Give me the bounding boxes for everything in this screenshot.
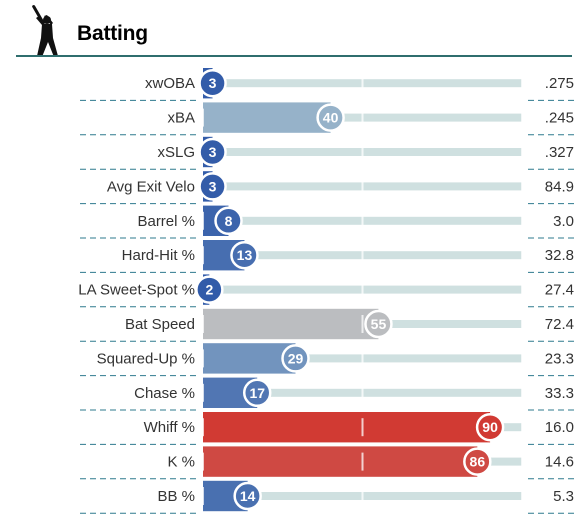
- percentile-bar: [203, 412, 491, 443]
- stat-value: 33.3: [545, 385, 574, 402]
- percentile-label: 2: [205, 282, 213, 298]
- stat-value: .275: [545, 75, 574, 92]
- stat-value: .245: [545, 110, 574, 127]
- category-label: BB %: [157, 488, 195, 505]
- percentile-label: 17: [249, 385, 265, 401]
- section-title: Batting: [77, 22, 148, 45]
- percentile-bar: [203, 446, 478, 477]
- percentile-bubble: [198, 172, 227, 201]
- stat-value: 5.3: [553, 488, 574, 505]
- percentile-bubble: [233, 481, 262, 511]
- header: Batting: [0, 0, 588, 60]
- percentile-bar: [203, 308, 379, 340]
- percentile-label: 29: [288, 350, 304, 366]
- category-label: LA Sweet-Spot %: [78, 282, 195, 299]
- stat-value: 3.0: [553, 213, 574, 230]
- percentile-label: 3: [209, 178, 217, 194]
- percentile-bubble: [195, 275, 224, 304]
- stat-value: 84.9: [545, 178, 574, 195]
- percentile-bubble: [214, 206, 243, 236]
- percentile-bubble: [198, 68, 227, 98]
- header-rule: [16, 55, 572, 57]
- category-label: Squared-Up %: [97, 350, 195, 367]
- percentile-bubble: [198, 137, 227, 167]
- stat-value: 72.4: [545, 316, 574, 333]
- percentile-label: 14: [240, 488, 256, 504]
- percentile-label: 55: [371, 316, 387, 332]
- category-label: Avg Exit Velo: [107, 178, 195, 195]
- percentile-bubble: [316, 103, 345, 132]
- percentile-bubble: [475, 412, 505, 442]
- category-label: Whiff %: [144, 419, 195, 436]
- category-label: xSLG: [157, 144, 195, 161]
- category-label: Hard-Hit %: [122, 247, 195, 264]
- percentile-label: 3: [209, 144, 217, 160]
- category-label: K %: [167, 454, 195, 471]
- stat-value: .327: [545, 144, 574, 161]
- category-label: Bat Speed: [125, 316, 195, 333]
- category-label: xBA: [167, 110, 195, 127]
- stat-value: 27.4: [545, 282, 574, 299]
- percentile-bar: [203, 343, 296, 374]
- percentile-bubble: [230, 240, 259, 270]
- batter-silhouette-icon: [32, 5, 58, 57]
- stat-value: 23.3: [545, 350, 574, 367]
- category-label: Barrel %: [137, 213, 195, 230]
- percentile-label: 90: [482, 419, 498, 435]
- category-label: Chase %: [134, 385, 195, 402]
- percentile-label: 86: [470, 454, 486, 470]
- percentile-bubble: [242, 378, 272, 408]
- stat-value: 14.6: [545, 454, 574, 471]
- percentile-label: 40: [323, 110, 339, 126]
- percentile-label: 8: [225, 213, 233, 229]
- percentile-label: 13: [237, 247, 253, 263]
- stat-value: 32.8: [545, 247, 574, 264]
- percentile-bubble: [463, 447, 492, 476]
- percentile-bar: [203, 102, 331, 133]
- percentile-bubble: [364, 309, 393, 339]
- percentile-bubble: [281, 344, 310, 373]
- category-label: xwOBA: [145, 75, 195, 92]
- percentile-label: 3: [209, 75, 217, 91]
- stat-value: 16.0: [545, 419, 574, 436]
